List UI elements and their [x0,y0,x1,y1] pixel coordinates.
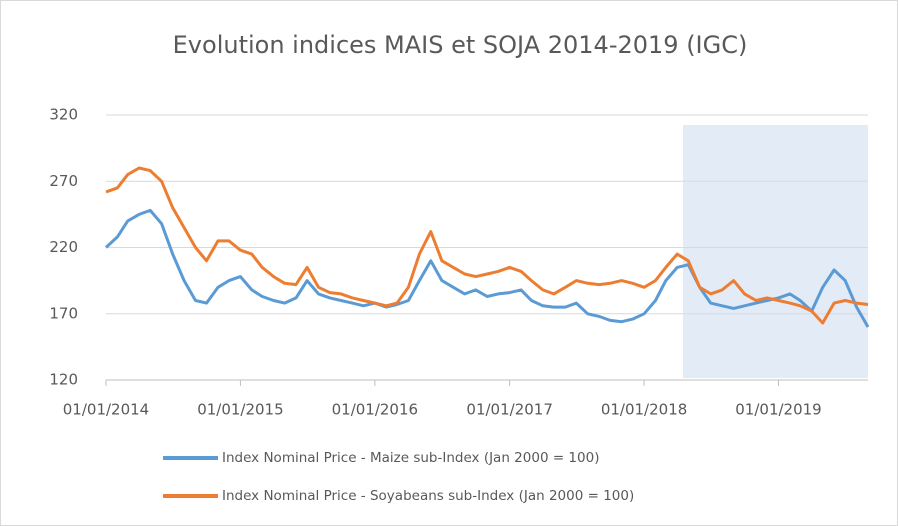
y-tick-label: 270 [49,172,78,190]
y-tick-label: 220 [49,238,78,256]
chart-title: Evolution indices MAIS et SOJA 2014-2019… [173,31,748,59]
x-tick-label: 01/01/2017 [466,401,552,419]
data-line [105,166,869,325]
legend-label: Index Nominal Price - Maize sub-Index (J… [222,450,599,466]
highlight-region [683,125,868,378]
legend-label: Index Nominal Price - Soyabeans sub-Inde… [222,488,634,504]
x-tick-label: 01/01/2014 [63,401,149,419]
y-tick-label: 120 [49,371,78,389]
y-tick-label: 320 [49,106,78,124]
y-tick-label: 170 [49,304,78,322]
x-tick-label: 01/01/2015 [197,401,283,419]
data-line [104,208,870,328]
x-tick-label: 01/01/2016 [332,401,418,419]
x-tick-label: 01/01/2019 [735,401,821,419]
x-tick-label: 01/01/2018 [601,401,687,419]
